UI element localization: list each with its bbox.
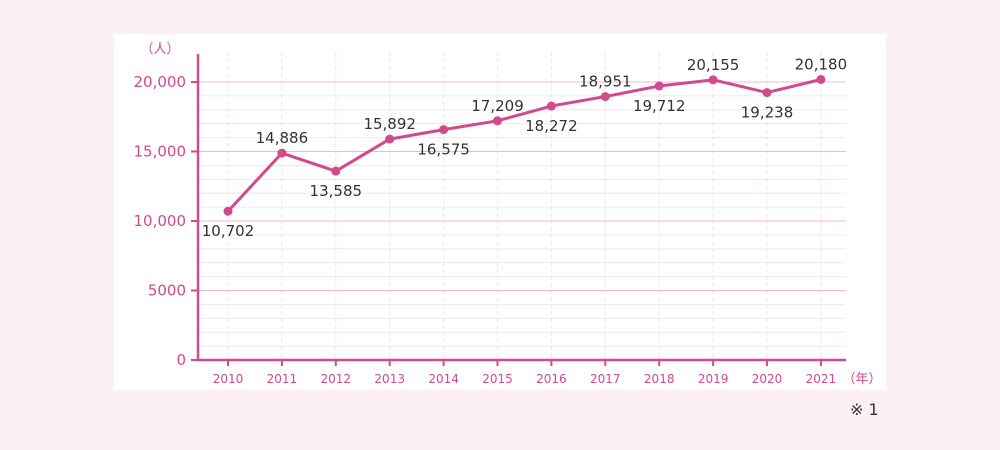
data-label: 18,951 [579,73,632,91]
x-tick-label: 2020 [752,372,783,386]
data-label: 15,892 [363,115,416,133]
footnote-marker: ※ 1 [850,400,879,419]
y-tick-label: 5000 [148,282,186,300]
line-chart: 0 5000 10,000 15,000 20,000 （人） 2010 2011 2012 20… [134,42,882,387]
data-point [816,74,826,84]
data-label: 13,585 [310,182,363,200]
y-axis-unit: （人） [140,42,179,57]
y-tick-label: 0 [176,351,186,369]
data-point [708,75,718,85]
data-point [223,206,233,216]
x-tick-label: 2016 [536,372,567,386]
series-line [226,78,822,213]
data-point [654,81,664,91]
data-point [546,101,556,111]
x-tick-label: 2015 [482,372,513,386]
data-label: 16,575 [417,141,470,159]
data-point [600,92,610,102]
x-tick-label: 2014 [428,372,459,386]
data-label: 14,886 [256,129,309,147]
data-point [385,134,395,144]
y-tick-label: 20,000 [134,73,187,91]
chart-panel: 0 5000 10,000 15,000 20,000 （人） 2010 2011 2012 20… [114,34,886,390]
x-tick-label: 2011 [267,372,298,386]
data-label: 18,272 [525,117,578,135]
data-point [439,125,449,135]
data-label: 19,712 [633,97,686,115]
data-point [331,166,341,176]
x-tick-label: 2018 [644,372,675,386]
y-tick-label: 10,000 [134,212,187,230]
data-label: 19,238 [741,104,794,122]
x-tick-label: 2012 [321,372,352,386]
data-point [762,88,772,98]
data-point [277,148,287,158]
x-tick-label: 2010 [213,372,244,386]
data-label: 10,702 [202,222,255,240]
data-point [493,116,502,126]
x-tick-label: 2021 [806,372,837,386]
data-label: 20,155 [687,56,740,74]
x-tick-label: 2017 [590,372,621,386]
x-tick-label: 2019 [698,372,729,386]
x-tick-label: 2013 [374,372,405,386]
data-label: 17,209 [471,97,524,115]
x-axis-unit: （年） [842,372,881,387]
y-tick-label: 15,000 [134,143,187,161]
data-label: 20,180 [795,55,848,73]
